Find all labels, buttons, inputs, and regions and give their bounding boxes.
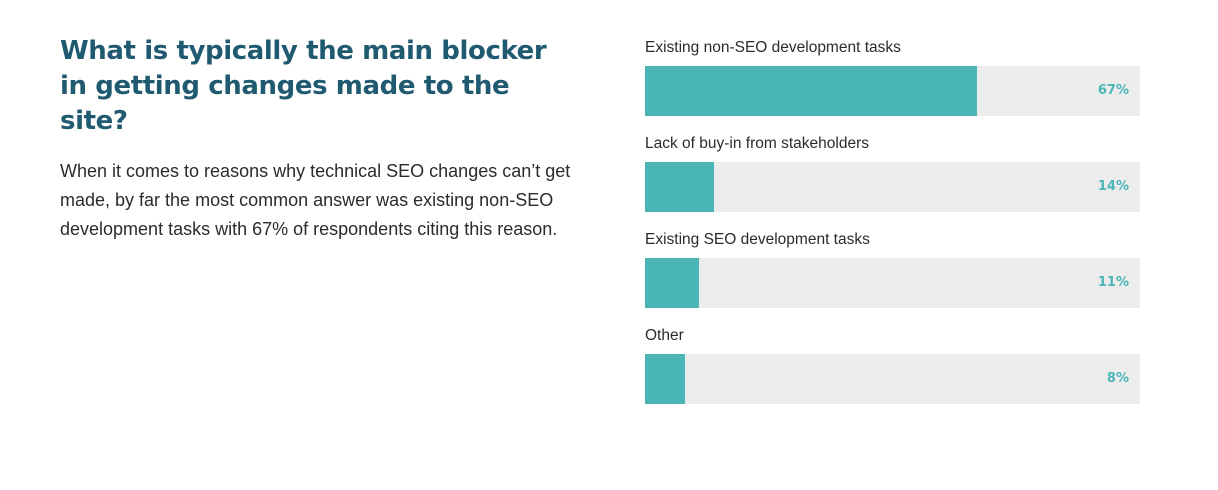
bar-value-label: 8% (1106, 371, 1129, 386)
bar-group: Existing SEO development tasks 11% (645, 230, 1140, 326)
bar-track: 14% (645, 162, 1140, 212)
bar-category-label: Existing non-SEO development tasks (645, 39, 901, 56)
bar-group: Other 8% (645, 326, 1140, 422)
bar-value-label: 67% (1097, 83, 1129, 98)
bar-category-label: Other (645, 327, 684, 344)
bar (645, 66, 977, 116)
bar (645, 162, 715, 212)
bar-track: 8% (645, 354, 1140, 404)
bar-category-label: Lack of buy-in from stakeholders (645, 135, 869, 152)
bar-value-label: 14% (1097, 179, 1129, 194)
blocker-bar-chart: Existing non-SEO development tasks 67% Lac… (645, 38, 1140, 422)
bar-track: 11% (645, 258, 1140, 308)
bar (645, 354, 685, 404)
bar-group: Lack of buy-in from stakeholders 14% (645, 134, 1140, 230)
page-title: What is typically the main blocker in ge… (60, 36, 547, 136)
bar (645, 258, 700, 308)
bar-value-label: 11% (1097, 275, 1129, 290)
bar-category-label: Existing SEO development tasks (645, 231, 870, 248)
intro-section: What is typically the main blocker in ge… (60, 34, 580, 244)
intro-paragraph: When it comes to reasons why technical S… (60, 161, 571, 239)
bar-group: Existing non-SEO development tasks 67% (645, 38, 1140, 134)
bar-track: 67% (645, 66, 1140, 116)
